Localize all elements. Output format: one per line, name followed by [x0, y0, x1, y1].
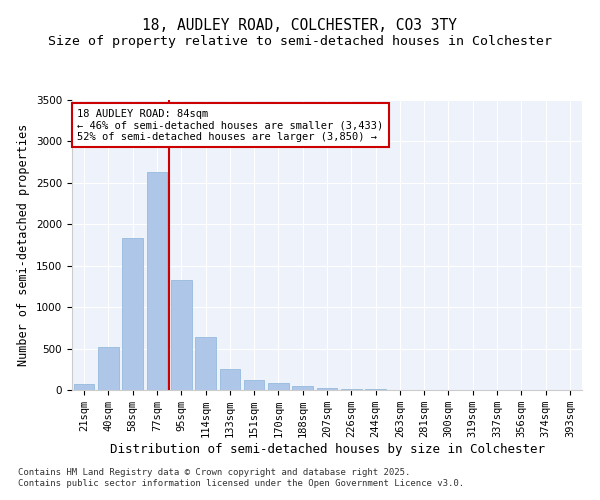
Text: Size of property relative to semi-detached houses in Colchester: Size of property relative to semi-detach… [48, 35, 552, 48]
Text: 18 AUDLEY ROAD: 84sqm
← 46% of semi-detached houses are smaller (3,433)
52% of s: 18 AUDLEY ROAD: 84sqm ← 46% of semi-deta… [77, 108, 383, 142]
Text: 18, AUDLEY ROAD, COLCHESTER, CO3 3TY: 18, AUDLEY ROAD, COLCHESTER, CO3 3TY [143, 18, 458, 32]
Y-axis label: Number of semi-detached properties: Number of semi-detached properties [17, 124, 31, 366]
Bar [74, 384, 94, 390]
Bar [122, 238, 143, 390]
Bar [146, 172, 167, 390]
Text: Contains HM Land Registry data © Crown copyright and database right 2025.
Contai: Contains HM Land Registry data © Crown c… [18, 468, 464, 487]
Bar [244, 380, 265, 390]
X-axis label: Distribution of semi-detached houses by size in Colchester: Distribution of semi-detached houses by … [110, 443, 545, 456]
Bar [98, 347, 119, 390]
Bar [317, 388, 337, 390]
Bar [220, 370, 240, 390]
Bar [195, 337, 216, 390]
Bar [341, 389, 362, 390]
Bar [292, 386, 313, 390]
Bar [268, 384, 289, 390]
Bar [171, 280, 191, 390]
